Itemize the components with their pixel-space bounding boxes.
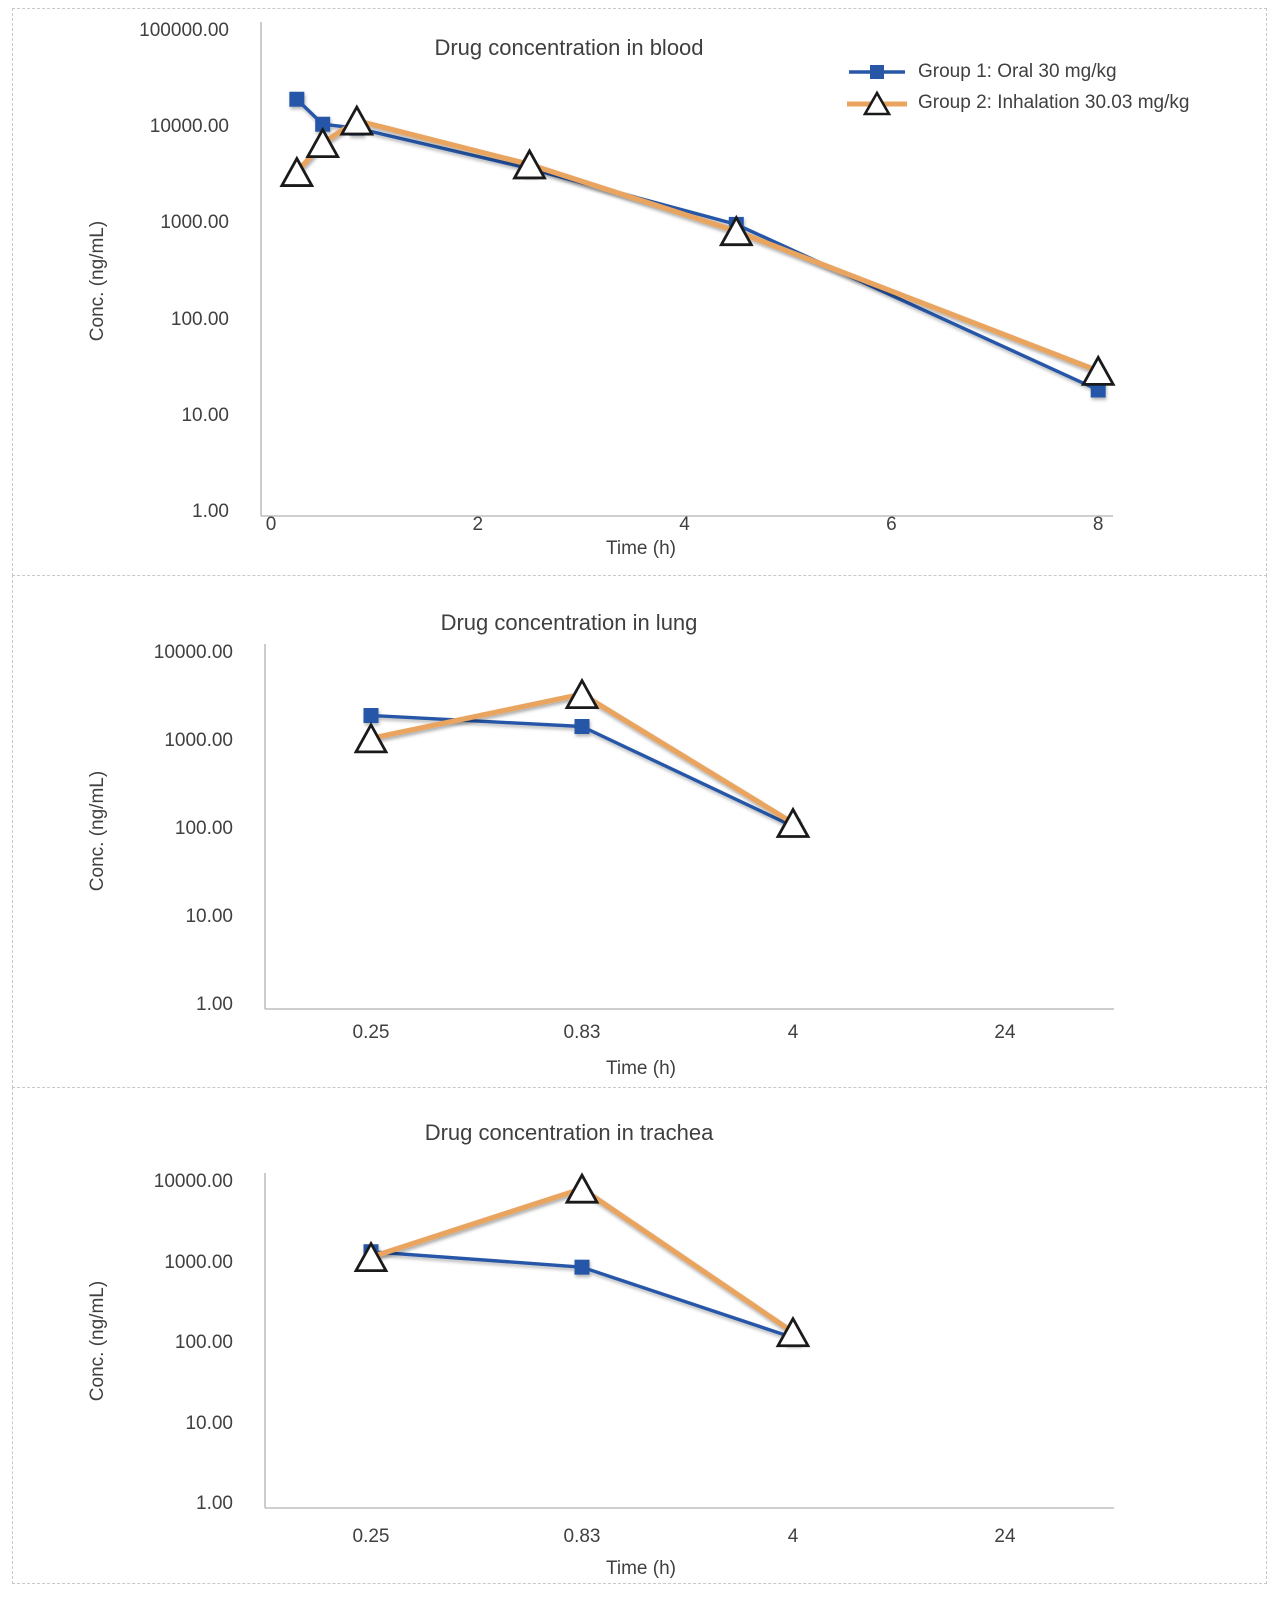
y-tick-label: 1000.00 [164, 730, 233, 751]
x-tick-label: 2 [472, 514, 484, 535]
plot-area-lung [264, 644, 1114, 1010]
series-line-group2 [370, 691, 795, 826]
plot-area-trachea [264, 1172, 1114, 1509]
marker-triangle [353, 721, 389, 754]
y-tick-label: 1000.00 [164, 1251, 233, 1273]
x-axis-title-lung: Time (h) [605, 1058, 677, 1079]
panel-blood-chart: Drug concentration in blood Conc. (ng/mL… [12, 8, 1267, 576]
marker-triangle [512, 148, 547, 180]
marker-triangle [339, 104, 375, 136]
marker-triangle [279, 155, 315, 187]
marker-square [574, 1259, 590, 1275]
y-tick-label: 10.00 [185, 1412, 233, 1434]
x-tick-label: 0.25 [352, 1526, 390, 1547]
marker-triangle [1080, 354, 1116, 386]
x-axis-title-blood: Time (h) [605, 538, 677, 559]
y-tick-label: 10000.00 [149, 116, 229, 138]
series-group2 [353, 677, 811, 838]
plot-area-blood [260, 22, 1116, 517]
x-tick-label: 6 [886, 514, 897, 535]
y-tick-label: 10000.00 [153, 1171, 233, 1192]
y-tick-label: 100.00 [174, 1332, 233, 1353]
x-tick-label: 24 [994, 1022, 1016, 1043]
x-tick-label: 0 [265, 514, 277, 535]
y-tick-label: 1.00 [192, 501, 229, 522]
legend: Group 1: Oral 30 mg/kg Group 2: Inhalati… [846, 56, 1189, 118]
x-tick-label: 24 [994, 1526, 1016, 1547]
marker-triangle [305, 126, 341, 159]
y-tick-label: 100.00 [174, 818, 233, 839]
y-tick-label: 1.00 [196, 1493, 233, 1514]
marker-triangle [775, 1315, 811, 1348]
x-tick-label: 4 [679, 514, 690, 535]
y-tick-label: 1.00 [196, 994, 233, 1015]
x-tick-label: 0.83 [563, 1022, 601, 1043]
legend-item-group1: Group 1: Oral 30 mg/kg [846, 56, 1189, 87]
legend-triangle-marker-icon [847, 89, 907, 115]
marker-triangle [353, 1240, 389, 1273]
series-group2 [279, 104, 1116, 386]
series-group1 [289, 91, 1106, 398]
legend-label-group1: Group 1: Oral 30 mg/kg [918, 60, 1117, 82]
panel-trachea-chart: Drug concentration in trachea Conc. (ng/… [12, 1087, 1267, 1584]
chart-title-lung: Drug concentration in lung [440, 610, 698, 635]
y-tick-label: 10.00 [185, 906, 233, 927]
marker-triangle [564, 1172, 600, 1204]
series-line-group1 [295, 98, 1099, 392]
y-tick-label: 1000.00 [160, 212, 229, 234]
marker-square [289, 91, 305, 107]
marker-triangle [775, 806, 811, 838]
marker-square [363, 708, 379, 724]
x-tick-label: 8 [1092, 514, 1104, 535]
y-tick-label: 100.00 [170, 308, 229, 330]
panel-lung-chart: Drug concentration in lung Conc. (ng/mL)… [12, 575, 1267, 1088]
legend-label-group2: Group 2: Inhalation 30.03 mg/kg [918, 91, 1190, 113]
x-tick-label: 0.83 [563, 1526, 601, 1547]
x-tick-label: 4 [787, 1022, 799, 1043]
legend-item-group2: Group 2: Inhalation 30.03 mg/kg [846, 87, 1189, 118]
chart-title-trachea: Drug concentration in trachea [424, 1120, 714, 1145]
marker-triangle [718, 214, 754, 247]
chart-title-blood: Drug concentration in blood [434, 35, 704, 60]
marker-triangle [564, 677, 600, 710]
x-axis-title-trachea: Time (h) [605, 1558, 677, 1579]
y-tick-label: 10.00 [181, 404, 229, 426]
x-tick-label: 0.25 [352, 1022, 390, 1043]
marker-square [574, 719, 590, 735]
marker-square [315, 116, 331, 132]
x-tick-label: 4 [787, 1526, 799, 1547]
y-tick-label: 10000.00 [153, 642, 233, 663]
series-group2 [353, 1172, 811, 1348]
y-tick-label: 100000.00 [139, 20, 229, 41]
marker-square [1090, 382, 1106, 398]
legend-square-marker-icon [849, 64, 905, 79]
